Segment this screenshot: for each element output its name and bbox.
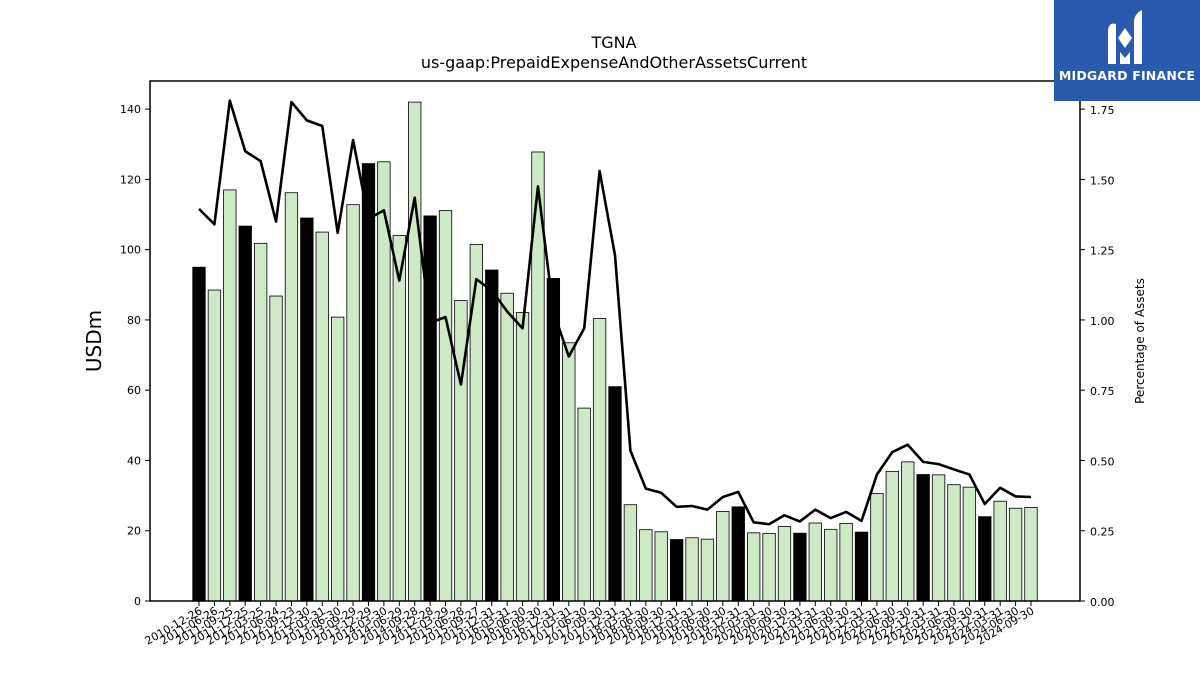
bar [962, 486, 977, 602]
bar [469, 243, 483, 602]
bar [223, 189, 237, 602]
bar [639, 529, 653, 602]
bars-layer [192, 101, 1038, 602]
bar [608, 386, 622, 602]
y-axis-label-left: USDm [82, 310, 106, 372]
chart-subtitle: us-gaap:PrepaidExpenseAndOtherAssetsCurr… [421, 53, 807, 72]
midgard-finance-logo: MIDGARD FINANCE [1054, 0, 1200, 101]
chart-title: TGNA [590, 33, 636, 52]
bar [947, 484, 961, 602]
y-axis-label-right: Percentage of Assets [1133, 278, 1147, 404]
bar [300, 217, 314, 602]
bar [777, 526, 792, 602]
bar [993, 500, 1007, 602]
bar [192, 266, 206, 602]
bar [854, 531, 869, 602]
y2-tick-label: 0.75 [1090, 385, 1115, 398]
x-axis: 2010-12-262011-06-262011-09-252011-12-25… [143, 601, 1037, 648]
bar [485, 269, 499, 602]
bar [515, 312, 530, 602]
line-layer [198, 99, 1032, 526]
bar [361, 163, 376, 602]
bar [253, 242, 268, 602]
y-tick-label: 80 [127, 314, 141, 327]
bar [700, 538, 715, 602]
bar [562, 342, 576, 602]
bar [747, 532, 761, 602]
y2-tick-label: 1.50 [1090, 174, 1115, 187]
bar [931, 474, 946, 602]
bar [392, 235, 406, 602]
y-axis-left: 0 20 40 60 80 100 120 140 [120, 103, 150, 608]
y2-tick-label: 0.50 [1090, 455, 1115, 468]
bar [207, 289, 222, 602]
bar [885, 470, 899, 602]
bar [284, 192, 299, 602]
y-tick-label: 140 [120, 103, 141, 116]
bar [500, 292, 514, 602]
bar [808, 522, 822, 602]
bar [1024, 507, 1038, 602]
y-tick-label: 20 [127, 525, 141, 538]
bar [793, 532, 807, 602]
logo-text: MIDGARD FINANCE [1058, 68, 1196, 83]
bar [331, 316, 345, 602]
bar [669, 539, 684, 602]
midgard-logo-icon [1108, 10, 1142, 64]
y2-tick-label: 1.75 [1090, 104, 1115, 117]
bar [978, 516, 992, 602]
bar [269, 295, 283, 602]
bar [423, 215, 437, 602]
bar [315, 231, 329, 602]
bar [346, 204, 360, 602]
bar [762, 533, 776, 602]
y-tick-label: 60 [127, 384, 141, 397]
bar [238, 225, 252, 602]
bar [685, 537, 699, 602]
bar [1008, 507, 1023, 602]
y2-tick-label: 0.25 [1090, 526, 1115, 539]
bar [916, 474, 930, 602]
bar [731, 506, 745, 602]
bar [592, 318, 607, 602]
y-axis-right: 0.00 0.25 0.50 0.75 1.00 1.25 1.50 1.75 [1080, 104, 1115, 609]
y2-tick-label: 1.25 [1090, 245, 1115, 258]
y-tick-label: 120 [120, 173, 141, 186]
bar [408, 101, 422, 602]
percentage-line [198, 99, 1032, 526]
y2-tick-label: 1.00 [1090, 315, 1115, 328]
bar [901, 461, 915, 602]
y2-tick-label: 0.00 [1090, 596, 1115, 609]
y-tick-label: 40 [127, 454, 141, 467]
bar [438, 210, 453, 602]
y-tick-label: 100 [120, 244, 141, 257]
bar [824, 528, 838, 602]
bar [623, 504, 638, 602]
bar [839, 522, 853, 602]
bar [716, 511, 730, 602]
bar [577, 407, 591, 602]
bar [870, 493, 884, 602]
y-tick-label: 0 [134, 595, 141, 608]
bar [654, 531, 668, 602]
